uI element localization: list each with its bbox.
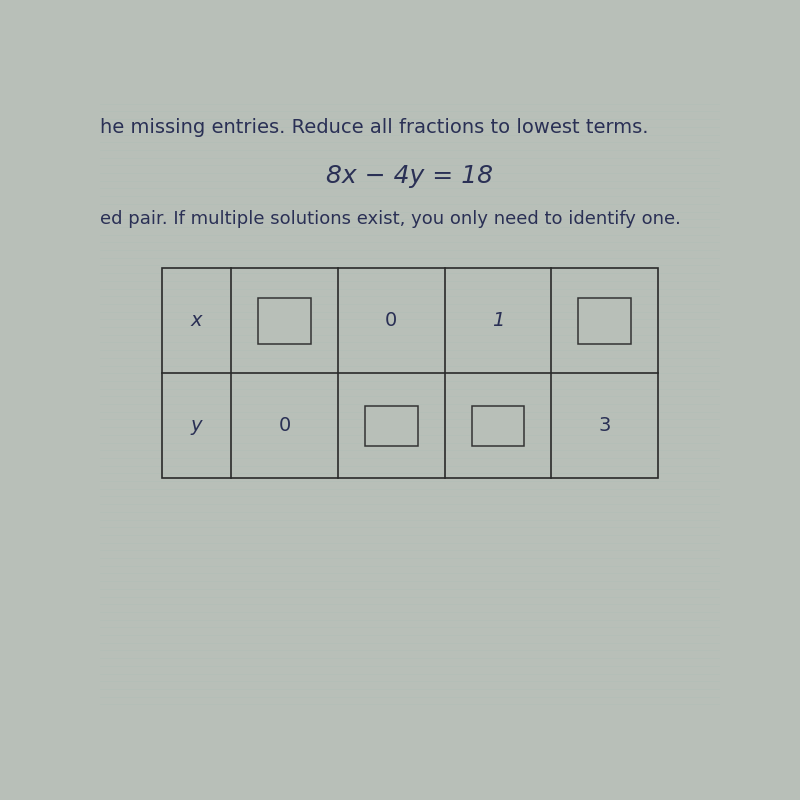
Text: 0: 0 [386,311,398,330]
Bar [578,298,631,344]
Text: he missing entries. Reduce all fractions to lowest terms.: he missing entries. Reduce all fractions… [100,118,649,137]
Text: ed pair. If multiple solutions exist, you only need to identify one.: ed pair. If multiple solutions exist, yo… [100,210,681,228]
Text: 1: 1 [492,311,504,330]
Text: 0: 0 [278,416,290,435]
Bar [258,298,311,344]
Text: 8x − 4y = 18: 8x − 4y = 18 [326,164,494,188]
Bar [365,406,418,446]
Text: y: y [191,416,202,435]
Bar [162,269,658,478]
Text: 3: 3 [598,416,611,435]
Text: x: x [191,311,202,330]
Bar [472,406,524,446]
